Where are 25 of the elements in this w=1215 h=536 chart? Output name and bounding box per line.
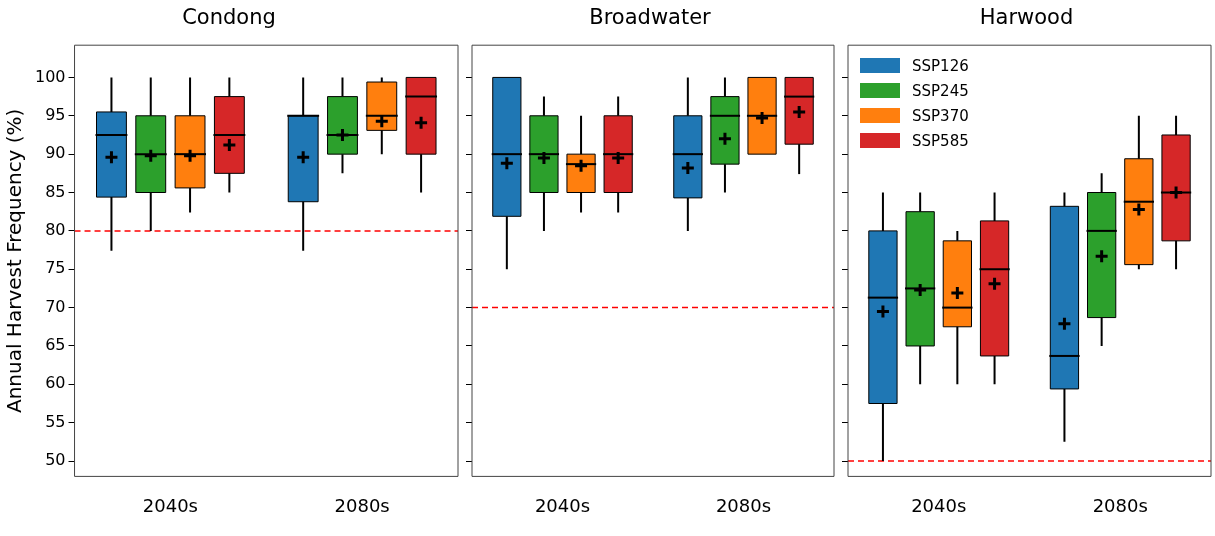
y-axis-title: Annual Harvest Frequency (%) bbox=[2, 108, 27, 414]
x-tick-label: 2080s bbox=[334, 494, 390, 516]
y-tick-label: 80 bbox=[45, 220, 66, 240]
y-tick-label: 95 bbox=[45, 104, 66, 124]
y-tick-label: 100 bbox=[34, 66, 66, 86]
legend-label: SSP370 bbox=[912, 106, 969, 125]
y-tick-label: 75 bbox=[45, 258, 66, 278]
y-tick-label: 55 bbox=[45, 411, 66, 431]
y-tick-label: 60 bbox=[45, 373, 66, 393]
chart-title: Harwood bbox=[979, 5, 1074, 30]
y-tick-label: 70 bbox=[45, 296, 66, 316]
y-tick-label: 90 bbox=[45, 143, 66, 163]
y-tick-label: 65 bbox=[45, 335, 66, 355]
y-tick-label: 50 bbox=[45, 450, 66, 470]
x-tick-label: 2040s bbox=[142, 494, 198, 516]
legend-label: SSP585 bbox=[912, 131, 969, 150]
x-tick-label: 2080s bbox=[715, 494, 772, 516]
legend-label: SSP245 bbox=[912, 81, 969, 100]
chart-title: Broadwater bbox=[589, 5, 712, 30]
x-tick-label: 2040s bbox=[534, 494, 591, 516]
x-tick-label: 2040s bbox=[911, 494, 967, 516]
legend-label: SSP126 bbox=[912, 56, 969, 75]
chart-title: Condong bbox=[182, 5, 276, 30]
x-tick-label: 2080s bbox=[1092, 494, 1148, 516]
y-tick-label: 85 bbox=[45, 181, 66, 201]
